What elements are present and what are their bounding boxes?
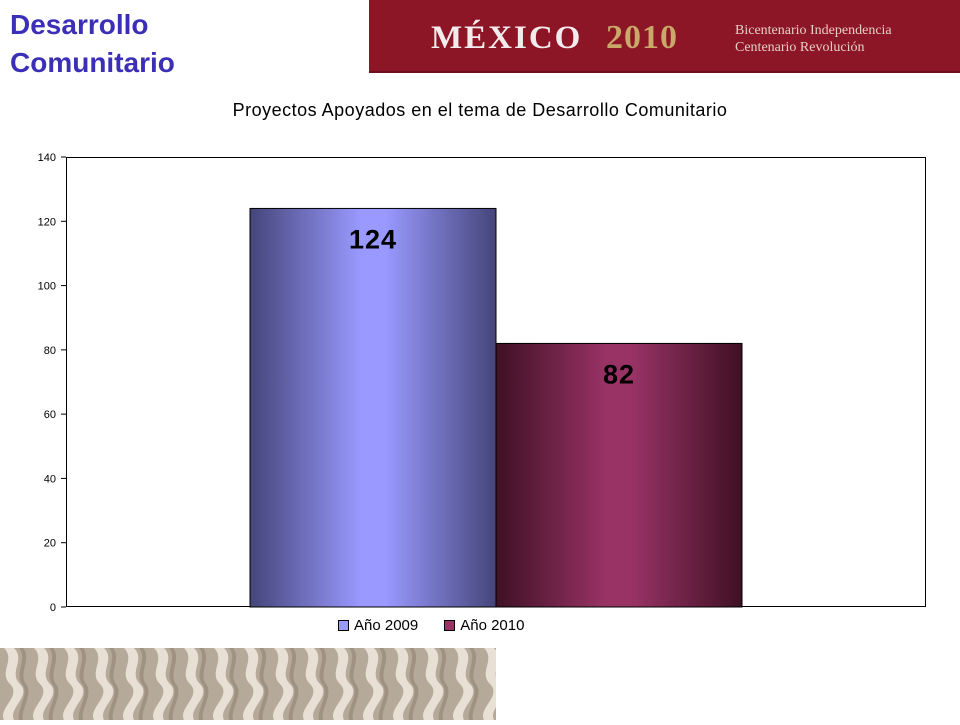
logo-year-text: 2010 (606, 19, 678, 56)
slide-title-line-1: Desarrollo (10, 9, 149, 40)
chart-title: Proyectos Apoyados en el tema de Desarro… (232, 100, 728, 120)
tagline-line-2: Centenario Revolución (735, 40, 865, 55)
legend-swatch-2010 (444, 619, 456, 631)
legend-label-2010: Año 2010 (460, 616, 525, 634)
tagline-line-1: Bicentenario Independencia (735, 23, 892, 38)
y-tick-label: 20 (44, 538, 56, 550)
y-tick-label: 0 (50, 602, 56, 614)
banner-tagline: Bicentenario Independencia Centenario Re… (735, 22, 892, 56)
y-tick-label: 80 (44, 345, 56, 357)
data-label-2009: 124 (349, 224, 397, 254)
slide-title-line-2: Comunitario (10, 47, 175, 78)
legend-item-2009: Año 2009 (338, 617, 418, 634)
y-tick-label: 60 (44, 409, 56, 421)
slide-title: Desarrollo Comunitario (10, 6, 340, 82)
chart-legend: Año 2009 Año 2010 (338, 614, 550, 636)
y-tick-label: 40 (44, 473, 56, 485)
y-tick-label: 100 (38, 281, 56, 293)
legend-label-2009: Año 2009 (354, 616, 419, 634)
logo-mexico-text: MÉXICO (431, 20, 583, 56)
legend-swatch-2009 (338, 619, 349, 631)
decorative-pattern-strip (0, 648, 496, 720)
ribbon-pattern (0, 648, 496, 720)
data-label-2010: 82 (603, 359, 635, 389)
mexico-2010-banner: MÉXICO 2010 Bicentenario Independencia C… (369, 0, 960, 73)
bar-2009 (249, 207, 497, 608)
y-tick-label: 120 (38, 216, 56, 228)
legend-item-2010: Año 2010 (444, 617, 524, 634)
y-tick-label: 140 (38, 152, 56, 164)
bar-2010 (495, 342, 743, 608)
